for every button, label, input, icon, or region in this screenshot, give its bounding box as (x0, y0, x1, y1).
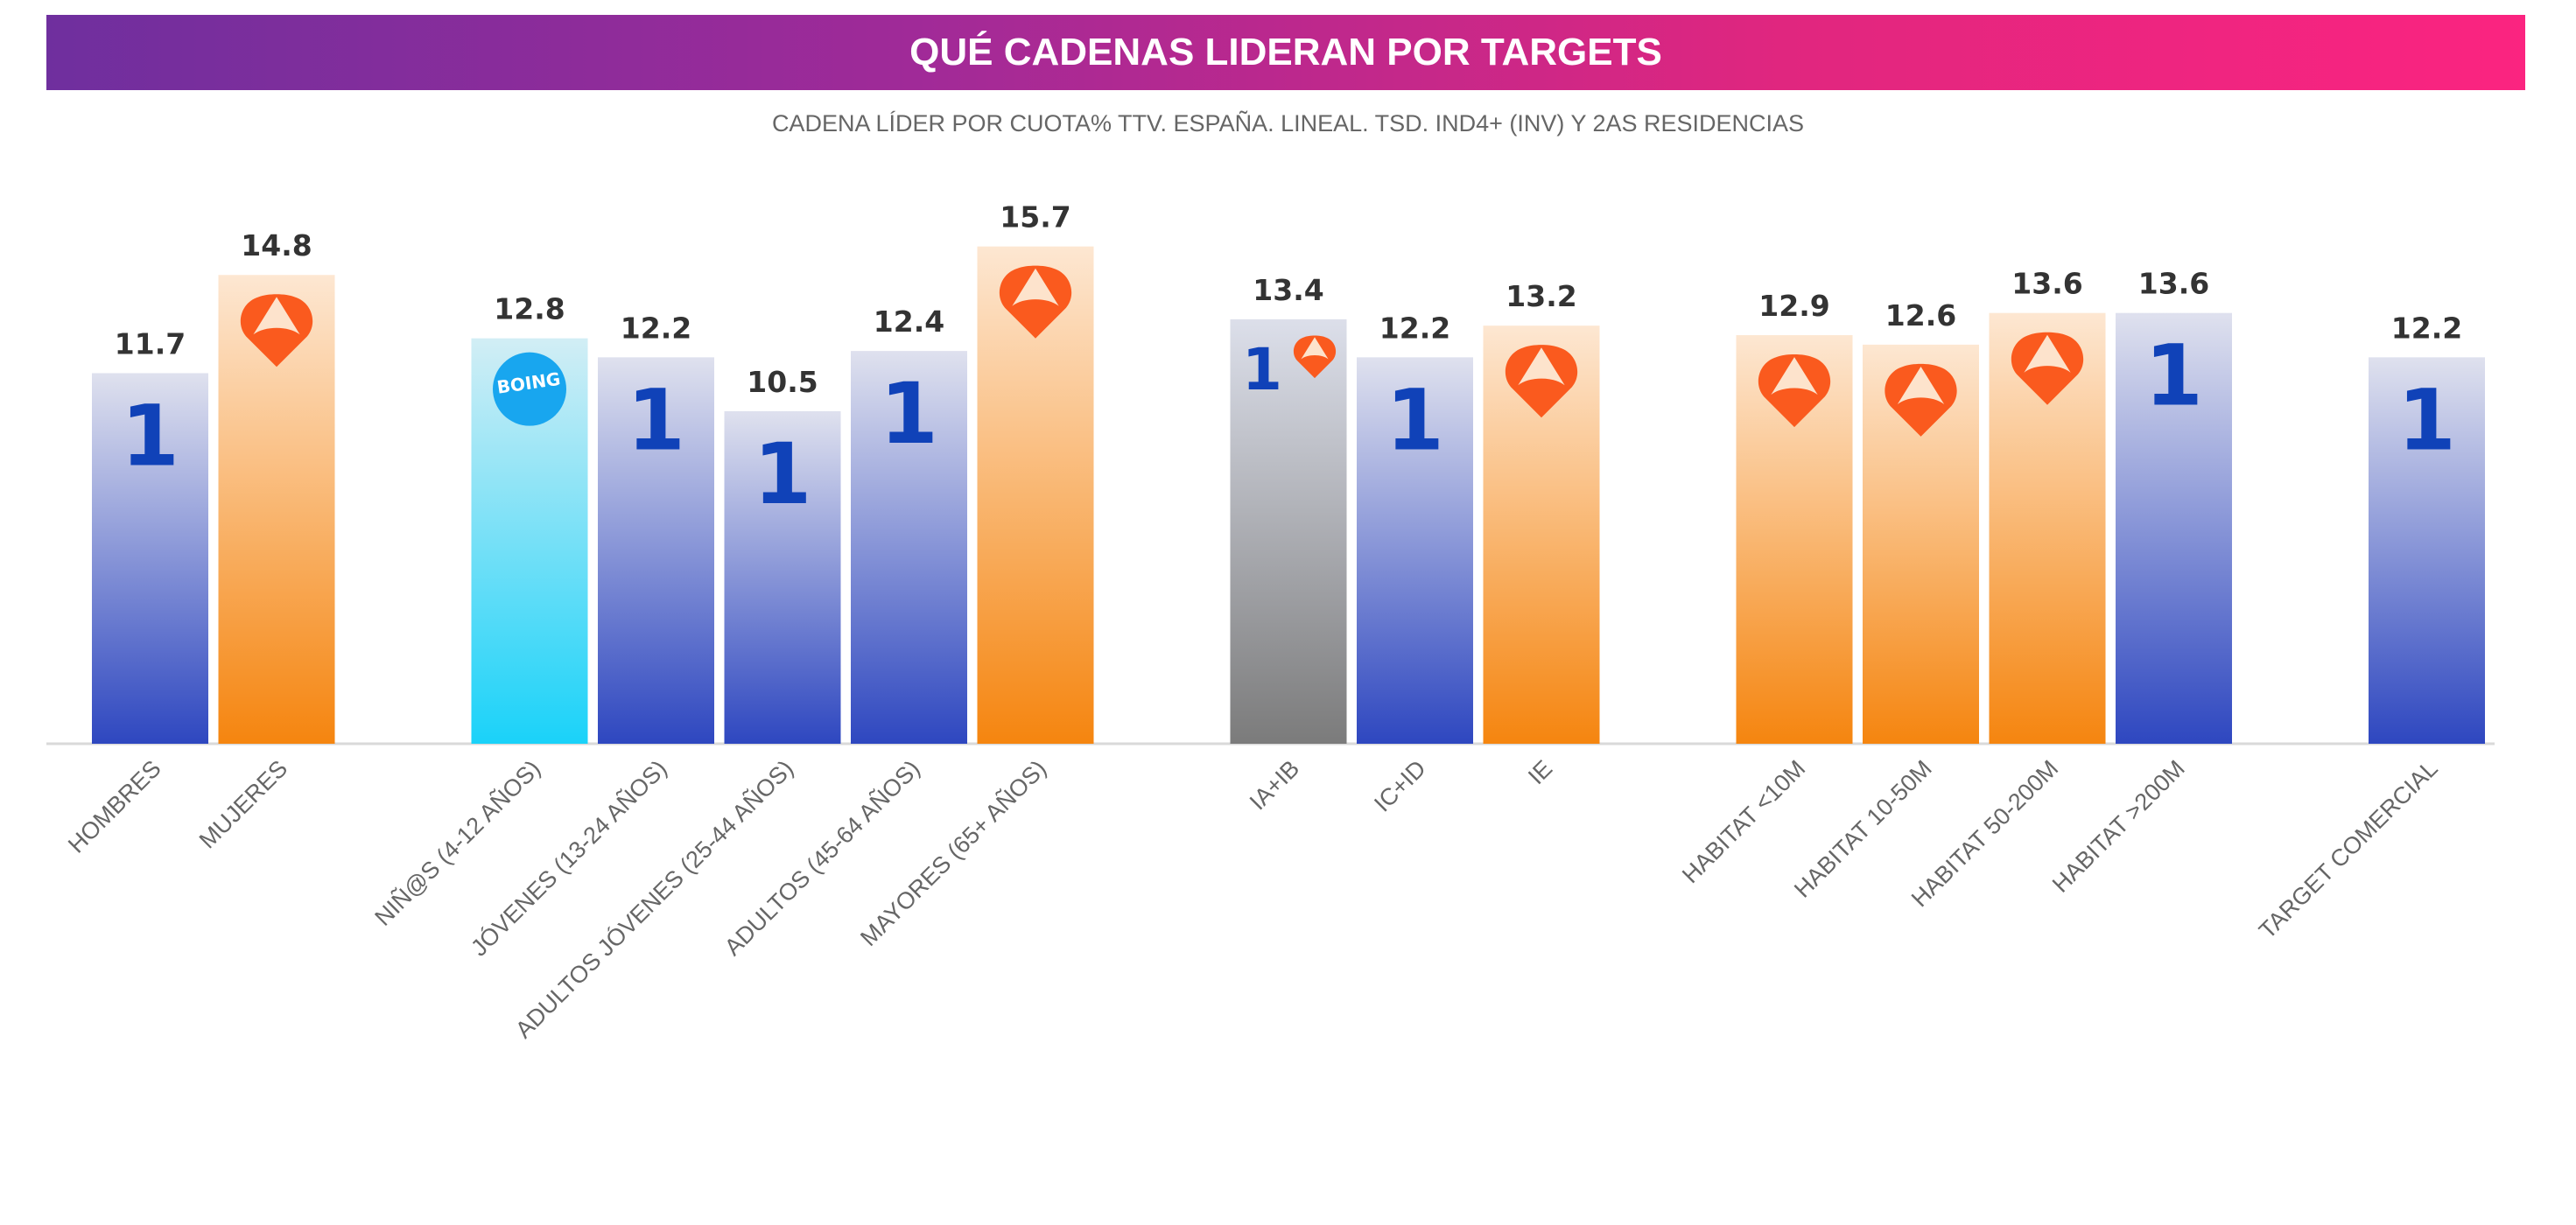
bar (724, 410, 841, 744)
data-label: 15.7 (1000, 200, 1070, 234)
chart-subtitle: CADENA LÍDER POR CUOTA% TTV. ESPAÑA. LIN… (771, 110, 1805, 136)
boing-logo-icon: BOING (493, 352, 566, 426)
antena3-logo-icon (240, 294, 313, 368)
data-label: 12.9 (1758, 289, 1829, 323)
category-label: MUJERES (194, 755, 292, 853)
bar (92, 373, 208, 744)
antena3-logo-icon (999, 265, 1072, 339)
data-label: 13.2 (1506, 279, 1576, 313)
category-label: TARGET COMERCIAL (2254, 755, 2443, 944)
category-label: IE (1523, 755, 1557, 789)
data-label: 12.2 (2391, 311, 2462, 345)
category-label: HABITAT <10M (1677, 755, 1810, 888)
category-label: HOMBRES (63, 755, 166, 858)
la1-logo-icon: 1 (121, 387, 179, 485)
bar (1357, 357, 1473, 744)
bar-group: 12.2 1 TARGET COMERCIAL (2254, 311, 2485, 944)
bar (2116, 312, 2232, 744)
la1-logo-icon: 1 (627, 371, 685, 469)
antena3-logo-icon (1758, 354, 1831, 428)
la1-logo-icon: 1 (1242, 336, 1282, 403)
antena3-logo-icon (2011, 332, 2084, 405)
bar (2369, 357, 2485, 744)
antena3-logo-icon (1885, 363, 1957, 437)
data-label: 12.2 (621, 311, 691, 345)
data-label: 11.7 (115, 326, 186, 360)
bar (851, 351, 967, 744)
category-label: HABITAT >200M (2047, 755, 2190, 898)
category-label: ADULTOS JÓVENES (25-44 AÑOS) (509, 754, 798, 1043)
category-label: IC+ID (1369, 755, 1431, 817)
data-label: 12.6 (1885, 298, 1956, 332)
la1-logo-icon: 1 (754, 425, 812, 523)
la1-logo-icon: 1 (2397, 371, 2456, 469)
bar (598, 357, 714, 744)
title-banner: QUÉ CADENAS LIDERAN POR TARGETS (46, 15, 2525, 90)
data-label: 12.2 (1379, 311, 1450, 345)
data-label: 12.8 (494, 292, 565, 326)
antena3-logo-icon (1293, 335, 1337, 379)
antena3-logo-icon (1505, 345, 1578, 418)
data-label: 13.6 (2138, 267, 2209, 301)
bar-group: 12.2 1 IC+ID (1357, 311, 1473, 817)
la1-logo-icon: 1 (1386, 371, 1444, 469)
la1-logo-icon: 1 (2144, 327, 2203, 425)
category-label: IA+IB (1245, 755, 1304, 815)
bar (1230, 318, 1347, 744)
bar-group: 11.7 1 HOMBRES (63, 326, 208, 858)
data-label: 13.4 (1253, 273, 1323, 307)
category-label: HABITAT 10-50M (1789, 755, 1937, 903)
data-label: 14.8 (241, 228, 312, 262)
la1-logo-icon: 1 (880, 365, 938, 463)
chart-title: QUÉ CADENAS LIDERAN POR TARGETS (909, 31, 1662, 74)
data-label: 12.4 (874, 304, 944, 339)
data-label: 13.6 (2011, 267, 2082, 301)
data-label: 10.5 (747, 365, 818, 399)
